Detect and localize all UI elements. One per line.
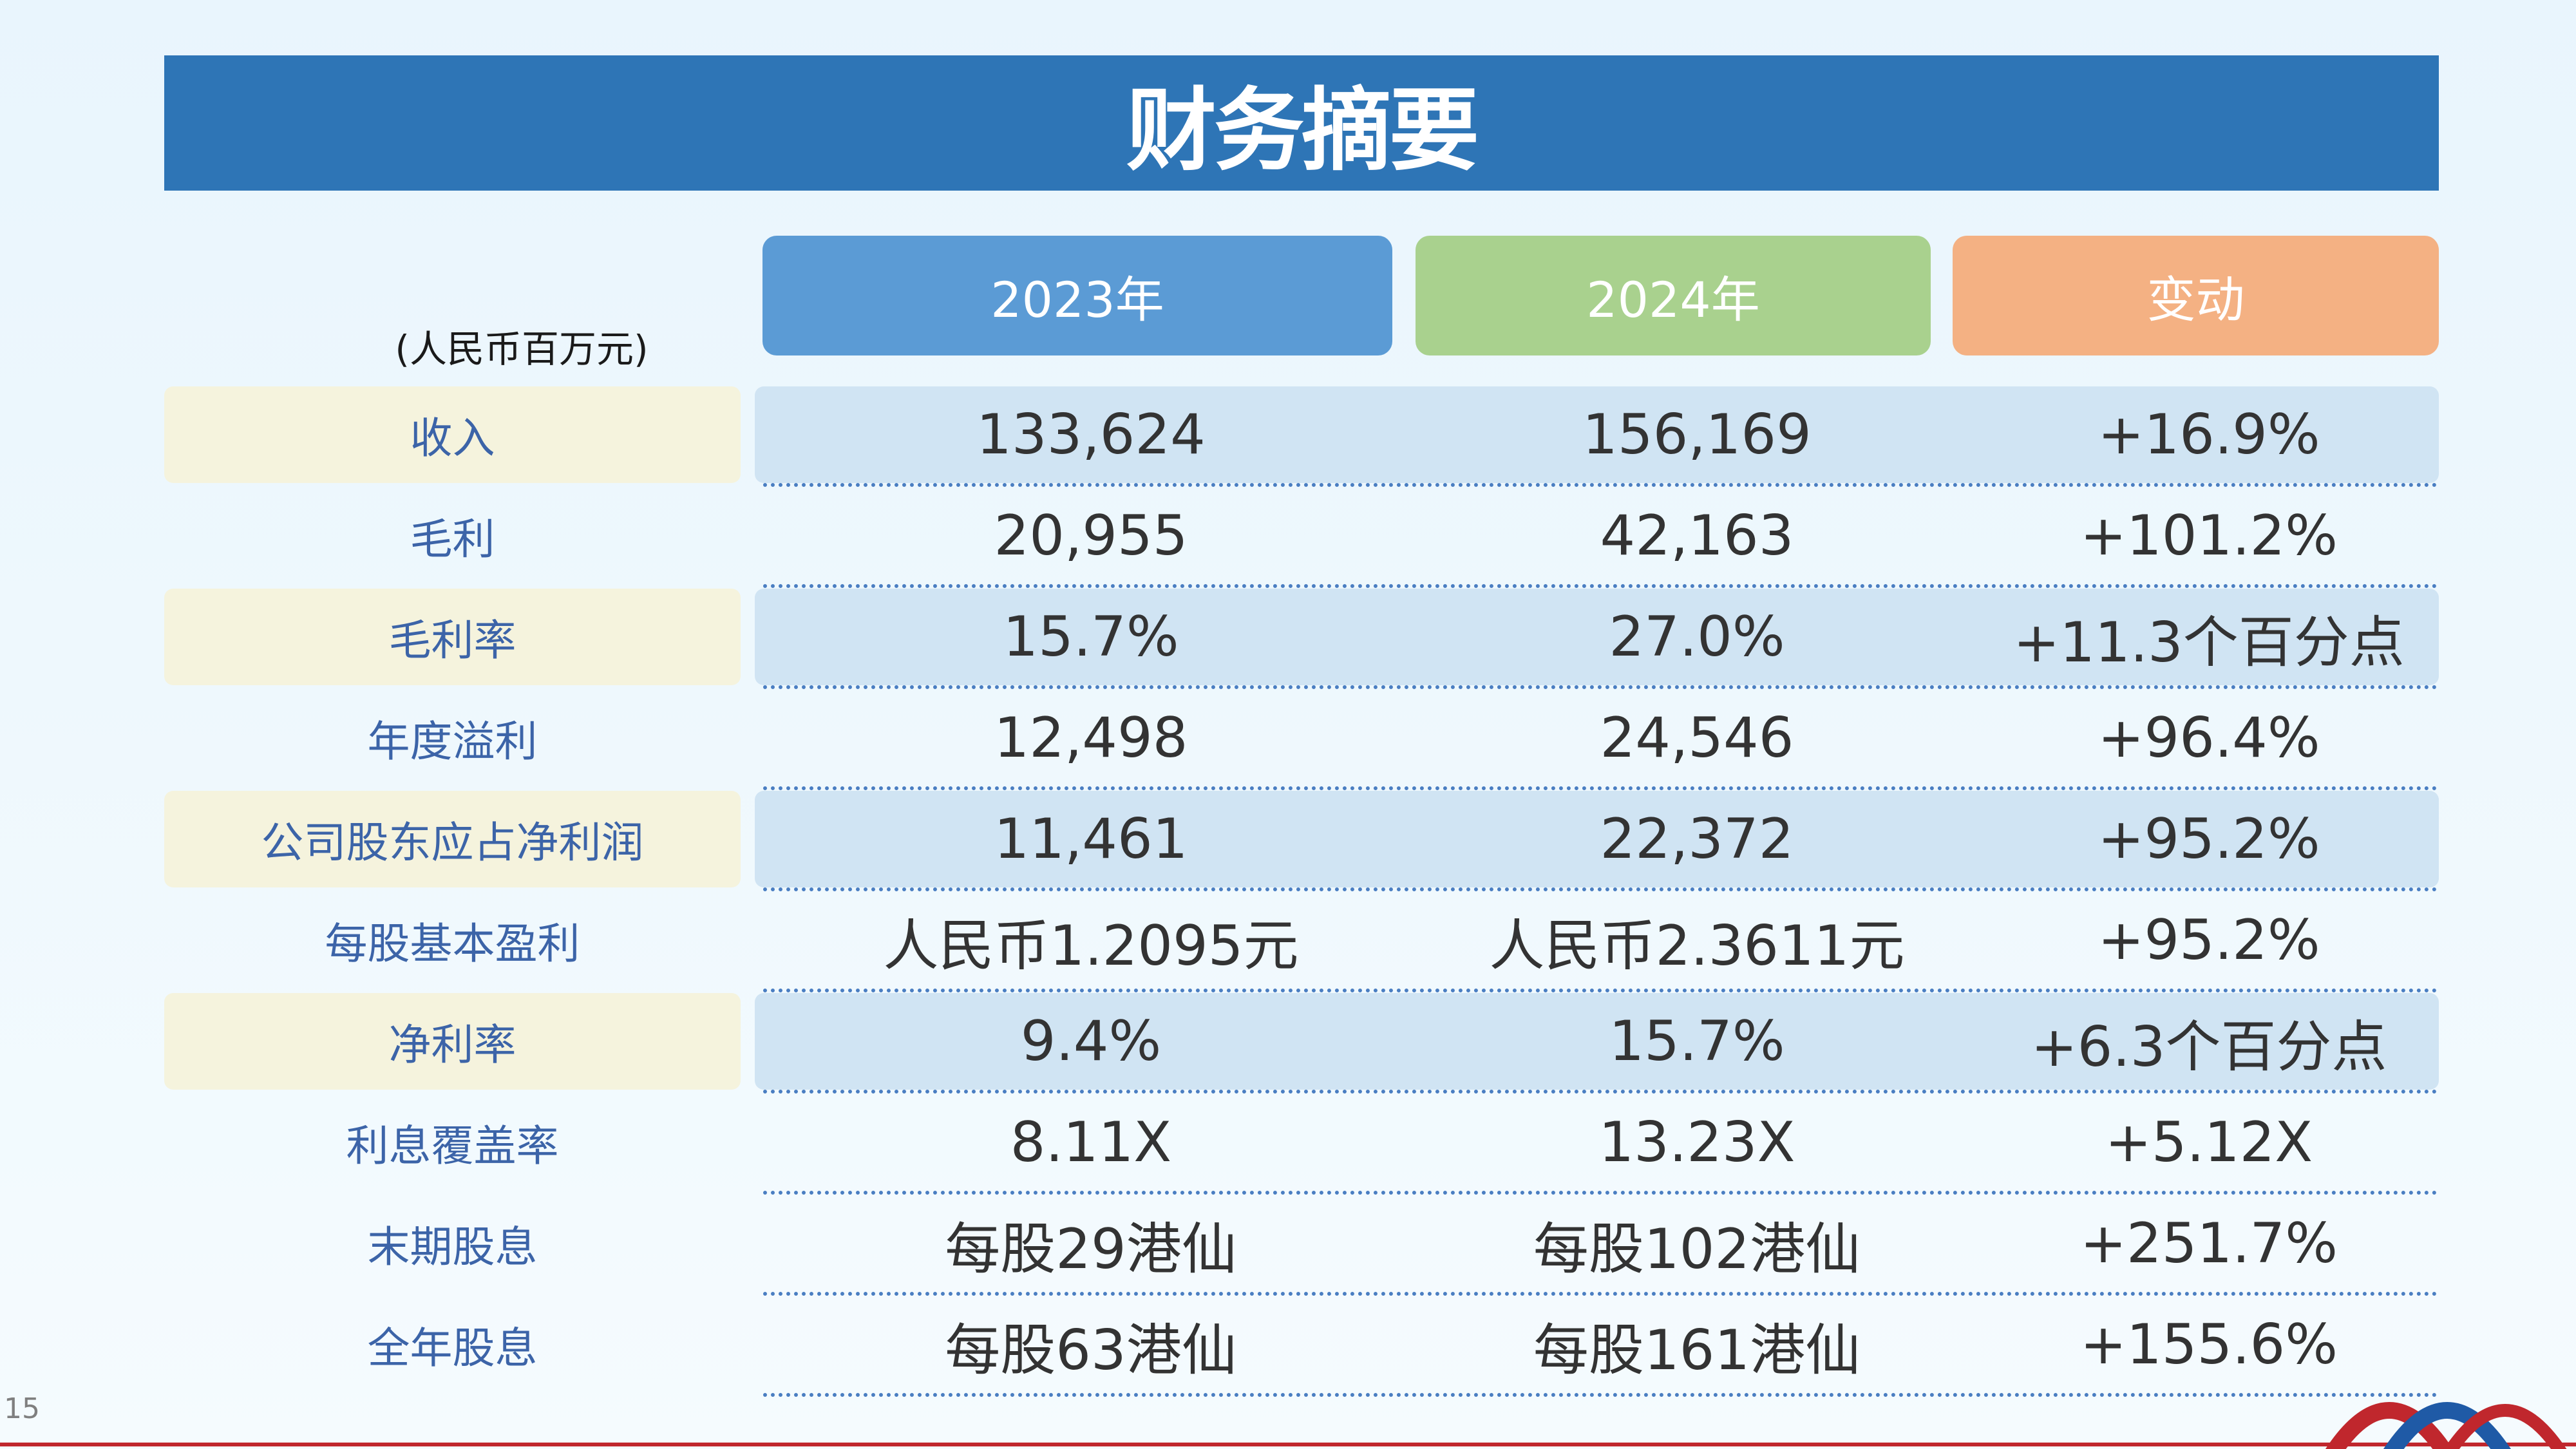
cell-2024: 每股161港仙 xyxy=(1533,1318,1861,1383)
cell-change: +11.3个百分点 xyxy=(2013,610,2405,675)
page-number: 15 xyxy=(4,1392,40,1425)
cell-change: +155.6% xyxy=(2080,1312,2338,1377)
cell-2023: 每股29港仙 xyxy=(945,1217,1237,1282)
row-label-highlight xyxy=(164,589,741,685)
cell-2023: 15.7% xyxy=(1003,605,1179,669)
row-label: 末期股息 xyxy=(367,1222,538,1272)
cell-2024: 每股102港仙 xyxy=(1533,1217,1861,1282)
cell-change: +6.3个百分点 xyxy=(2031,1014,2387,1079)
cell-2023: 20,955 xyxy=(994,504,1188,568)
row-label: 利息覆盖率 xyxy=(346,1121,559,1171)
cell-2024: 27.0% xyxy=(1609,605,1785,669)
cell-2024: 22,372 xyxy=(1600,807,1794,871)
cell-2023: 133,624 xyxy=(976,402,1206,467)
cell-2024: 15.7% xyxy=(1609,1009,1785,1074)
cell-2023: 每股63港仙 xyxy=(945,1318,1237,1383)
row-label: 每股基本盈利 xyxy=(325,919,580,969)
company-logo xyxy=(2318,1372,2576,1449)
cell-2023: 11,461 xyxy=(994,807,1188,871)
row-label-highlight xyxy=(164,993,741,1090)
page-title: 财务摘要 xyxy=(1126,79,1479,184)
cell-change: +16.9% xyxy=(2098,402,2320,467)
row-separator xyxy=(763,887,2438,891)
cell-2024: 13.23X xyxy=(1598,1110,1795,1175)
cell-2023: 人民币1.2095元 xyxy=(883,913,1299,978)
bottom-rule xyxy=(0,1443,2576,1446)
row-highlight xyxy=(755,791,2439,887)
row-highlight xyxy=(755,993,2439,1090)
row-label-highlight xyxy=(164,386,741,483)
row-highlight xyxy=(755,589,2439,685)
row-label: 毛利率 xyxy=(388,616,516,665)
cell-change: +251.7% xyxy=(2080,1211,2338,1276)
row-highlight xyxy=(755,386,2439,483)
cell-change: +101.2% xyxy=(2080,504,2338,568)
row-label: 收入 xyxy=(410,413,495,463)
row-label: 净利率 xyxy=(388,1020,516,1070)
column-header-change: 变动 xyxy=(1953,236,2439,355)
cell-2023: 9.4% xyxy=(1020,1009,1162,1074)
cell-change: +95.2% xyxy=(2098,908,2320,972)
row-label: 公司股东应占净利润 xyxy=(261,818,644,867)
row-separator xyxy=(763,1393,2438,1397)
cell-change: +5.12X xyxy=(2105,1110,2313,1175)
unit-label: (人民币百万元) xyxy=(395,327,649,371)
row-label: 年度溢利 xyxy=(367,717,538,766)
column-header-2023: 2023年 xyxy=(762,236,1392,355)
row-separator xyxy=(763,685,2438,689)
row-label: 全年股息 xyxy=(367,1323,538,1373)
cell-change: +95.2% xyxy=(2098,807,2320,871)
title-bar: 财务摘要 xyxy=(164,55,2439,191)
cell-2024: 人民币2.3611元 xyxy=(1489,913,1905,978)
cell-change: +96.4% xyxy=(2098,706,2320,770)
row-separator xyxy=(763,483,2438,487)
row-separator xyxy=(763,786,2438,790)
cell-2024: 156,169 xyxy=(1582,402,1812,467)
row-separator xyxy=(763,1292,2438,1296)
cell-2024: 42,163 xyxy=(1600,504,1794,568)
row-separator xyxy=(763,584,2438,588)
cell-2023: 8.11X xyxy=(1010,1110,1172,1175)
cell-2023: 12,498 xyxy=(994,706,1188,770)
row-separator xyxy=(763,1090,2438,1094)
row-separator xyxy=(763,1191,2438,1195)
row-separator xyxy=(763,989,2438,992)
row-label-highlight xyxy=(164,791,741,887)
column-header-2024: 2024年 xyxy=(1416,236,1931,355)
cell-2024: 24,546 xyxy=(1600,706,1794,770)
row-label: 毛利 xyxy=(410,515,495,564)
